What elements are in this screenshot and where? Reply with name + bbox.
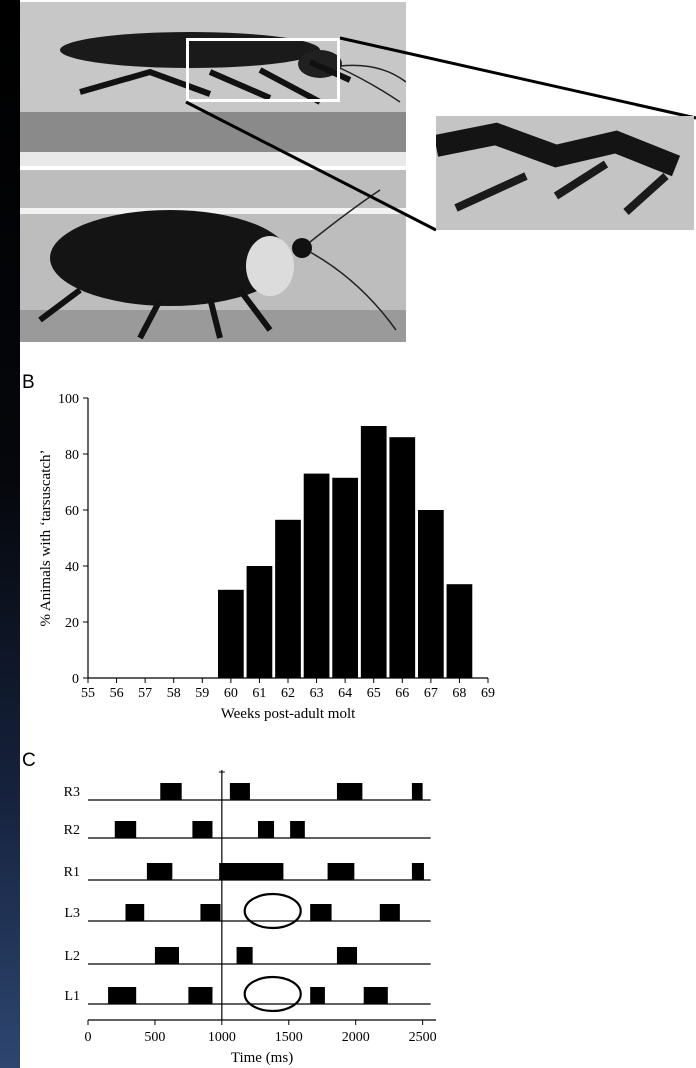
stance-bar xyxy=(229,783,250,800)
x-tick-label: 2000 xyxy=(342,1030,370,1045)
missing-step-circle xyxy=(243,975,302,1013)
x-tick-label: 62 xyxy=(281,686,295,701)
stance-bar xyxy=(146,863,173,880)
leg-label: R3 xyxy=(64,785,80,800)
gait-diagram-chart: R3 R2 R1 L3 L2 L1 0 500 1000 1500 2000 2500 Time (ms… xyxy=(64,770,437,1066)
cockroach-lower-illustration xyxy=(20,170,406,342)
x-tick-label: 55 xyxy=(81,686,95,701)
x-tick-label: 1500 xyxy=(275,1030,303,1045)
x-tick-label: 61 xyxy=(252,686,266,701)
x-tick-label: 60 xyxy=(224,686,238,701)
stance-bar xyxy=(336,947,358,964)
leg-label: R1 xyxy=(64,865,80,880)
x-tick-label: 0 xyxy=(85,1030,92,1045)
zoomed-leg-illustration xyxy=(436,116,694,230)
x-tick-label: 69 xyxy=(481,686,495,701)
stance-bar xyxy=(160,783,182,800)
stance-bar xyxy=(379,904,400,921)
y-tick-label: 60 xyxy=(65,504,79,519)
x-tick-label: 65 xyxy=(367,686,381,701)
panel-b-label: B xyxy=(22,372,35,393)
missing-step-circle xyxy=(243,892,302,930)
y-tick-label: 100 xyxy=(58,392,79,407)
x-tick-label: 1000 xyxy=(208,1030,236,1045)
x-tick-label: 63 xyxy=(310,686,324,701)
x-tick-label: 68 xyxy=(452,686,466,701)
x-tick-label: 59 xyxy=(195,686,209,701)
cockroach-photo-side-view xyxy=(20,2,406,166)
bar xyxy=(446,584,473,678)
x-axis-title: Time (ms) xyxy=(231,1050,293,1066)
stance-bar xyxy=(411,863,424,880)
x-tick-label: 64 xyxy=(338,686,352,701)
bar xyxy=(218,589,244,678)
stance-bar xyxy=(327,863,355,880)
zoom-connector-lines xyxy=(185,36,696,232)
stance-bar xyxy=(188,987,213,1004)
cockroach-photo-lower-view xyxy=(20,170,406,342)
leg-label: L3 xyxy=(64,906,80,921)
stance-bar xyxy=(257,821,275,838)
x-tick-label: 2500 xyxy=(409,1030,437,1045)
stance-bar xyxy=(336,783,363,800)
bar xyxy=(275,519,301,678)
bar xyxy=(246,566,273,678)
stance-bar xyxy=(290,821,305,838)
x-tick-label: 58 xyxy=(167,686,181,701)
bar xyxy=(303,473,330,678)
y-tick-label: 40 xyxy=(65,560,79,575)
stance-bar xyxy=(219,863,284,880)
stance-bar xyxy=(125,904,145,921)
x-tick-label: 56 xyxy=(110,686,124,701)
stance-bar xyxy=(363,987,388,1004)
x-tick-label: 500 xyxy=(144,1030,165,1045)
bar xyxy=(360,426,387,678)
y-axis-title: % Animals with ‘tarsuscatch’ xyxy=(38,449,54,626)
stance-bar xyxy=(154,947,180,964)
y-tick-label: 0 xyxy=(72,672,79,687)
stance-bar xyxy=(108,987,137,1004)
stance-bar xyxy=(236,947,253,964)
x-tick-label: 66 xyxy=(395,686,409,701)
cockroach-side-illustration xyxy=(20,2,406,166)
x-tick-label: 67 xyxy=(424,686,438,701)
y-tick-label: 20 xyxy=(65,616,79,631)
leg-label: R2 xyxy=(64,823,80,838)
stance-bar xyxy=(192,821,213,838)
panel-c-label: C xyxy=(22,750,36,771)
tarsuscatch-bar-chart: 0 20 40 60 80 100 55 56 57 58 59 60 61 62 63 64 65 66 67 68… xyxy=(38,392,495,722)
stance-bar xyxy=(114,821,137,838)
x-tick-label: 57 xyxy=(138,686,152,701)
leg-label: L2 xyxy=(64,949,80,964)
figure-left-border xyxy=(0,0,20,1068)
leg-label: L1 xyxy=(64,989,80,1004)
bar xyxy=(389,437,416,678)
stance-bar xyxy=(310,987,325,1004)
stance-bar xyxy=(310,904,332,921)
y-tick-label: 80 xyxy=(65,448,79,463)
zoom-selection-box xyxy=(186,38,340,102)
bar xyxy=(418,510,444,678)
stance-bar xyxy=(200,904,221,921)
stance-bar xyxy=(411,783,423,800)
zoomed-leg-photo xyxy=(436,116,694,230)
x-axis-title: Weeks post-adult molt xyxy=(221,706,356,722)
bar xyxy=(332,477,358,678)
